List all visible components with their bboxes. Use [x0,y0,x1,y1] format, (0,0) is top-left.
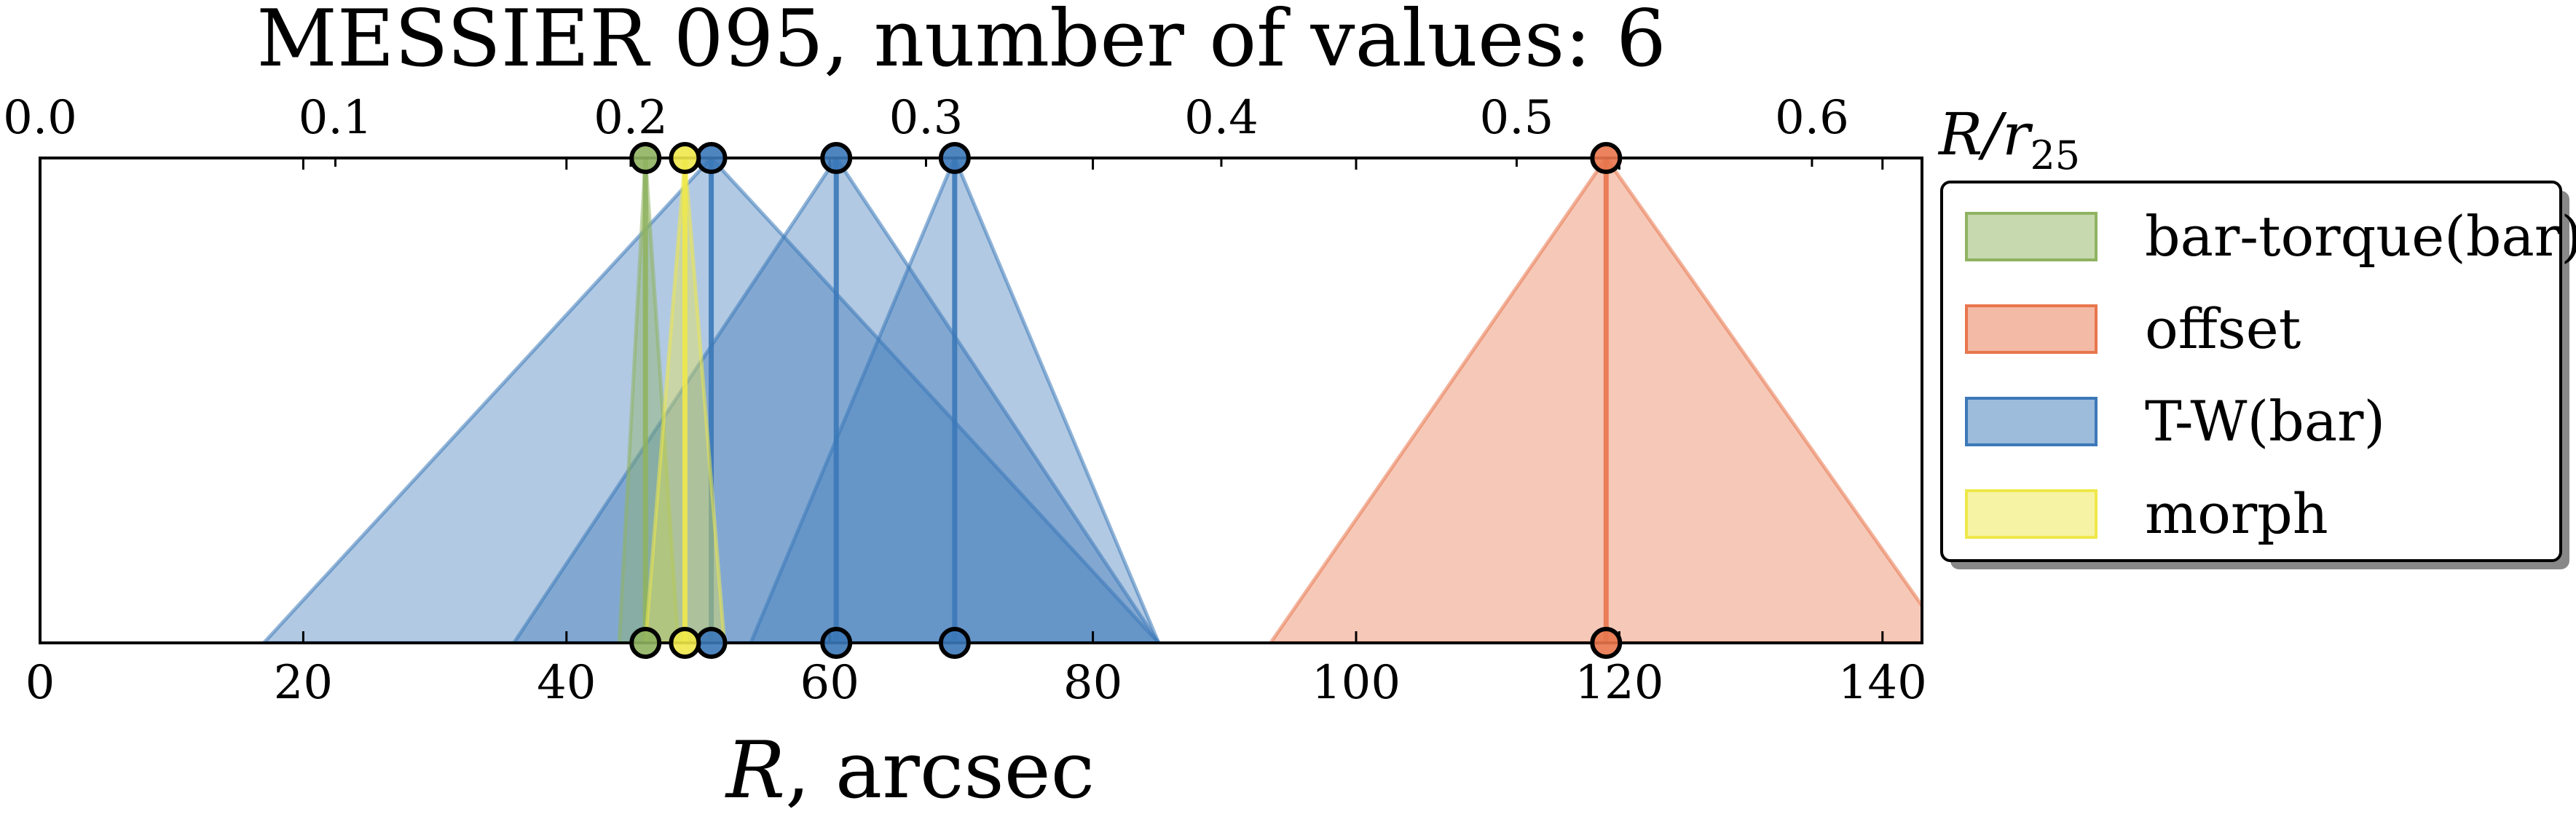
plot-area [261,158,1922,643]
legend-label-bar-torque-bar: bar-torque(bar) [2145,204,2576,269]
chart-title: MESSIER 095, number of values: 6 [256,0,1666,84]
legend: bar-torque(bar) offset T-W(bar) morph [1940,181,2576,569]
plot-frame [39,157,1923,644]
x-tick-label: 0 [25,656,55,710]
top-tick-label: 0.0 [3,91,77,145]
legend-label-offset: offset [2145,296,2301,361]
offset-marker-bottom-1 [1590,627,1623,659]
x-tick-label: 100 [1312,656,1401,710]
t-w-bar-marker-top-2 [820,142,853,174]
legend-swatch-bar-torque-bar [1965,212,2098,261]
x-axis-label: R, arcsec [725,725,1095,816]
morph-marker-bottom-1 [669,627,701,659]
t-w-bar-marker-bottom-2 [820,627,853,659]
bar-torque-bar-marker-top-1 [629,142,662,174]
x-tick-label: 80 [1063,656,1122,710]
top-tick-label: 0.2 [594,91,668,145]
legend-swatch-t-w-bar [1965,397,2098,446]
legend-label-morph: morph [2145,481,2328,546]
bottom-axis: 0 20 40 60 80 100 120 140 [25,158,1927,710]
x-tick-label: 120 [1575,656,1663,710]
bar-torque-bar-marker-bottom-1 [629,627,662,659]
top-tick-label: 0.5 [1480,91,1554,145]
t-w-bar-marker-top-3 [938,142,971,174]
x-tick-label: 140 [1838,656,1927,710]
offset-marker-top-1 [1590,142,1623,174]
legend-swatch-morph [1965,489,2098,539]
top-axis-label: R/r25 [1937,100,2080,178]
t-w-bar-marker-top-1 [695,142,728,174]
top-tick-label: 0.1 [299,91,373,145]
top-tick-label: 0.6 [1775,91,1849,145]
legend-label-t-w-bar: T-W(bar) [2145,389,2385,454]
top-axis: 0.0 0.1 0.2 0.3 0.4 0.5 0.6 [3,91,1849,167]
top-tick-label: 0.4 [1184,91,1259,145]
offset-triangle-1 [1268,158,1922,643]
t-w-bar-marker-bottom-3 [938,627,971,659]
t-w-bar-marker-bottom-1 [695,627,728,659]
top-tick-label: 0.3 [889,91,964,145]
morph-marker-top-1 [669,142,701,174]
x-tick-label: 40 [537,656,596,710]
x-tick-label: 20 [274,656,333,710]
legend-box [1940,181,2562,562]
bar-torque-bar-triangle-1 [617,158,680,643]
x-tick-label: 60 [800,656,859,710]
legend-swatch-offset [1965,304,2098,354]
